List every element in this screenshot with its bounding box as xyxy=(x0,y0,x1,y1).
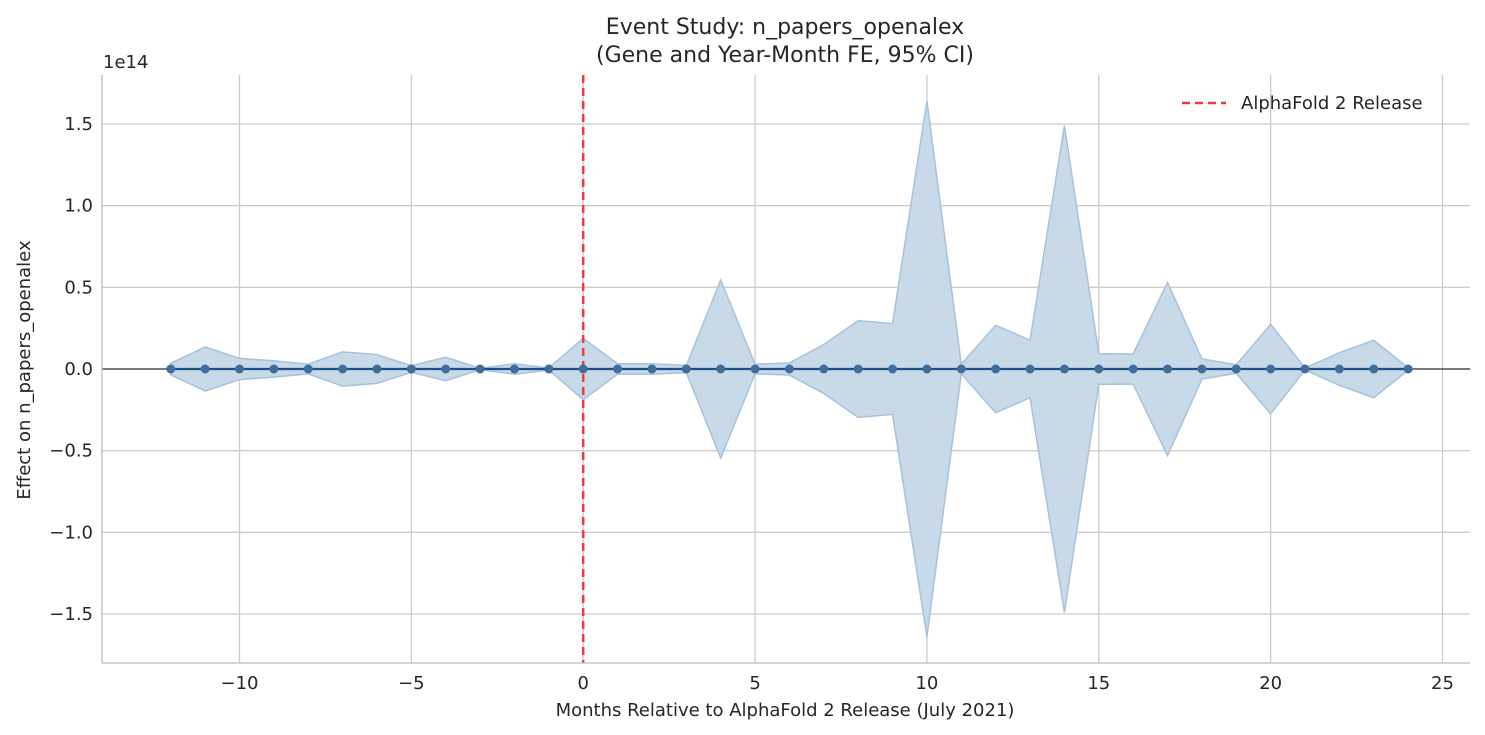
estimate-point xyxy=(1128,364,1138,374)
estimate-point xyxy=(406,364,416,374)
estimate-point xyxy=(1025,364,1035,374)
y-tick-label: 0.5 xyxy=(64,277,93,298)
estimate-point xyxy=(647,364,657,374)
x-axis-label: Months Relative to AlphaFold 2 Release (… xyxy=(556,700,1015,721)
estimate-point xyxy=(1369,364,1379,374)
y-offset-label: 1e14 xyxy=(103,52,148,73)
estimate-point xyxy=(784,364,794,374)
estimate-point xyxy=(819,364,829,374)
x-tick-label: −5 xyxy=(398,673,425,694)
estimate-point xyxy=(1163,364,1173,374)
estimate-point xyxy=(166,364,176,374)
estimate-point xyxy=(888,364,898,374)
estimate-point xyxy=(509,364,519,374)
chart-title-line2: (Gene and Year-Month FE, 95% CI) xyxy=(596,43,974,68)
x-tick-label: 15 xyxy=(1087,673,1110,694)
estimate-point xyxy=(750,364,760,374)
y-tick-label: 1.5 xyxy=(64,114,93,135)
estimate-point xyxy=(1059,364,1069,374)
legend-label: AlphaFold 2 Release xyxy=(1241,93,1423,114)
x-tick-label: 5 xyxy=(749,673,760,694)
y-tick-label: −0.5 xyxy=(49,441,93,462)
estimate-point xyxy=(200,364,210,374)
y-tick-label: 1.0 xyxy=(64,196,93,217)
estimate-point xyxy=(1403,364,1413,374)
y-axis-label: Effect on n_papers_openalex xyxy=(14,240,35,500)
estimate-point xyxy=(716,364,726,374)
estimate-point xyxy=(234,364,244,374)
estimate-point xyxy=(853,364,863,374)
y-tick-label: 0.0 xyxy=(64,359,93,380)
estimate-point xyxy=(269,364,279,374)
estimate-point xyxy=(1231,364,1241,374)
x-tick-label: 10 xyxy=(915,673,938,694)
estimate-point xyxy=(1094,364,1104,374)
estimate-point xyxy=(1300,364,1310,374)
x-tick-label: 0 xyxy=(577,673,588,694)
estimate-point xyxy=(441,364,451,374)
estimate-point xyxy=(1197,364,1207,374)
tick-labels: −10 −5 0 5 10 15 20 25 −1.5 −1.0 −0.5 0.0 0.5 1.0 1.5 xyxy=(49,114,1454,694)
estimate-point xyxy=(338,364,348,374)
legend: AlphaFold 2 Release xyxy=(1182,93,1423,114)
estimate-point xyxy=(544,364,554,374)
x-tick-label: 20 xyxy=(1259,673,1282,694)
axes xyxy=(101,75,1470,664)
x-tick-label: 25 xyxy=(1431,673,1454,694)
y-tick-label: −1.5 xyxy=(49,604,93,625)
estimate-point xyxy=(681,364,691,374)
chart-title-line1: Event Study: n_papers_openalex xyxy=(606,15,964,40)
estimate-point xyxy=(1266,364,1276,374)
estimate-point xyxy=(372,364,382,374)
estimate-point xyxy=(475,364,485,374)
estimate-point xyxy=(1334,364,1344,374)
estimate-point xyxy=(578,364,588,374)
estimate-point xyxy=(613,364,623,374)
y-tick-label: −1.0 xyxy=(49,522,93,543)
estimate-point xyxy=(956,364,966,374)
estimate-point xyxy=(922,364,932,374)
x-tick-label: −10 xyxy=(220,673,258,694)
estimate-point xyxy=(991,364,1001,374)
estimate-point xyxy=(303,364,313,374)
estimate-series xyxy=(166,364,1413,374)
